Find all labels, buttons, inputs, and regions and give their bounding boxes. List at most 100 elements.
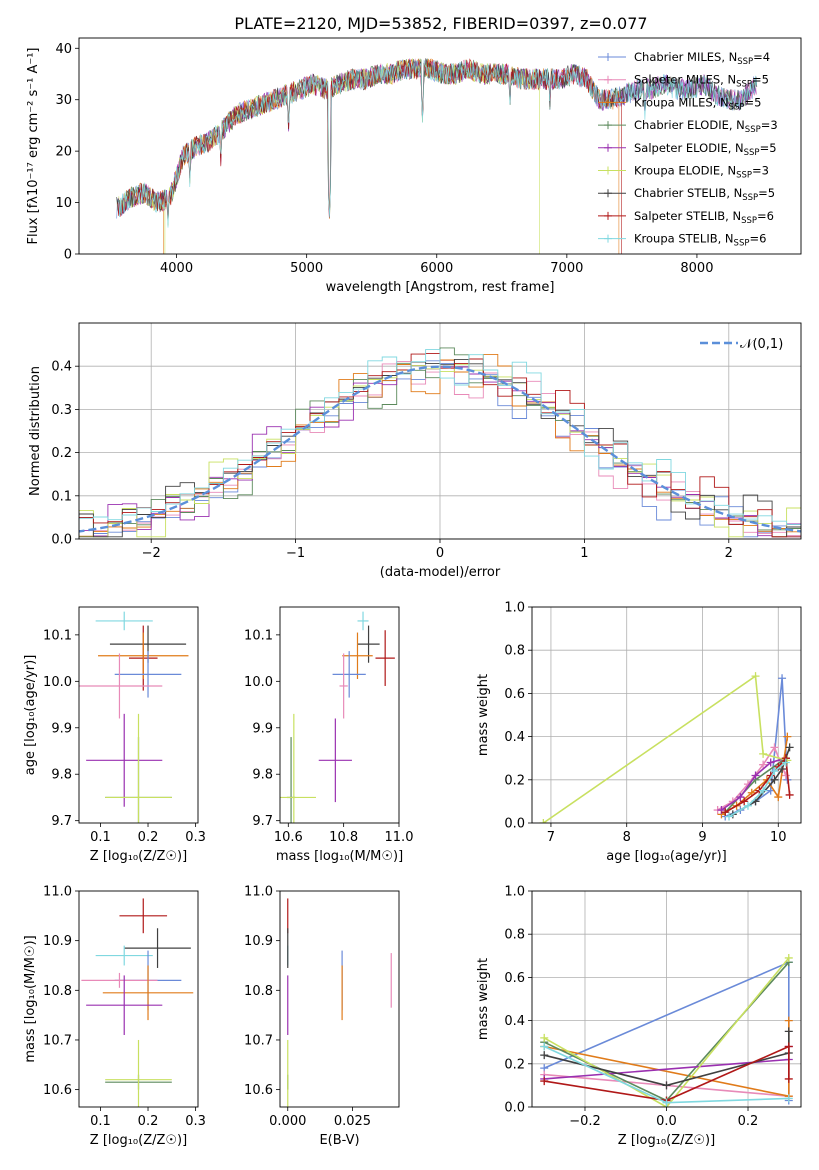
histogram-series-8 — [79, 349, 801, 539]
x-tick-label: 0.2 — [138, 1114, 159, 1129]
x-axis-label: Z [log₁₀(Z/Z☉)] — [90, 849, 187, 864]
y-tick-label: 30 — [55, 93, 72, 108]
legend-marker — [604, 75, 612, 84]
x-tick-label: 0.1 — [90, 830, 111, 845]
axes-frame — [78, 890, 199, 1108]
weight-line-7 — [544, 1045, 790, 1102]
x-axis-label: Z [log₁₀(Z/Z☉)] — [90, 1133, 187, 1148]
x-tick-label: −1 — [286, 546, 305, 561]
y-tick-label: 10.0 — [43, 675, 72, 690]
y-tick-label: 40 — [55, 42, 72, 57]
y-axis-label: age [log₁₀(age/yr)] — [23, 655, 38, 776]
x-tick-label: 0.000 — [269, 1114, 306, 1129]
y-tick-label: 0.2 — [51, 446, 72, 461]
panel-mass-weight-vs-age: 7 8 9 10 0.0 0.2 0.4 0.6 0.8 1.0 age [log₁₀(age/yr… — [476, 601, 802, 864]
axes-frame — [279, 606, 400, 824]
y-tick-label: 0.6 — [504, 971, 525, 986]
axes-frame — [78, 37, 802, 255]
legend-marker — [604, 166, 612, 175]
weight-marker — [736, 793, 745, 802]
y-tick-label: 10 — [55, 196, 72, 211]
axes-frame — [279, 890, 400, 1108]
y-tick-label: 10.7 — [244, 1033, 273, 1048]
y-axis-label: Normed distribution — [28, 366, 43, 496]
weight-marker — [540, 1051, 549, 1060]
weight-line-5 — [542, 674, 788, 823]
y-tick-label: 0.3 — [51, 403, 72, 418]
weight-marker — [766, 758, 775, 767]
legend-label: Chabrier MILES, NSSP=4 — [634, 50, 770, 67]
x-tick-label: 5000 — [290, 261, 323, 276]
y-tick-label: 0.2 — [504, 1057, 525, 1072]
y-tick-label: 0.4 — [51, 360, 72, 375]
panel-mass-weight-vs-Z: −0.2 0.0 0.2 0.0 0.2 0.4 0.6 0.8 1.0 Z [log₁₀(Z/Z… — [476, 885, 802, 1148]
spectrum-series-7 — [117, 58, 622, 254]
plot-area-mass-weight-vs-Z — [532, 891, 801, 1107]
y-tick-label: 10.1 — [43, 628, 72, 643]
panel-spectrum: 4000 5000 6000 7000 8000 0 10 20 30 40 wavelength … — [26, 37, 802, 295]
weight-marker — [743, 801, 752, 810]
axes-frame — [531, 606, 802, 824]
y-tick-label: 10.8 — [43, 984, 72, 999]
y-tick-label: 0.4 — [504, 730, 525, 745]
y-tick-label: 10.7 — [43, 1033, 72, 1048]
x-tick-label: 7000 — [550, 261, 583, 276]
x-tick-label: 1 — [580, 546, 588, 561]
weight-marker — [759, 760, 768, 769]
weight-marker — [540, 1077, 549, 1086]
x-tick-label: 7 — [547, 830, 555, 845]
legend-label: Chabrier ELODIE, NSSP=3 — [634, 118, 778, 135]
x-tick-label: 0.3 — [185, 830, 206, 845]
x-tick-label: 8 — [623, 830, 631, 845]
y-tick-label: 10.6 — [244, 1083, 273, 1098]
y-tick-label: 0.1 — [51, 489, 72, 504]
axes-frame — [531, 890, 802, 1108]
y-tick-label: 9.9 — [51, 721, 72, 736]
x-tick-label: 10 — [770, 830, 787, 845]
legend-marker — [604, 121, 612, 130]
weight-marker — [751, 771, 760, 780]
y-tick-label: 10.1 — [244, 628, 273, 643]
panel-age-vs-mass: 10.6 10.8 11.0 9.7 9.8 9.9 10.0 10.1 mass [log₁₀… — [244, 606, 413, 864]
legend-label: Salpeter MILES, NSSP=5 — [634, 73, 769, 90]
x-tick-label: −0.2 — [569, 1114, 601, 1129]
y-tick-label: 0.6 — [504, 687, 525, 702]
weight-marker — [662, 1098, 671, 1107]
legend-marker — [604, 53, 612, 61]
legend-label: Salpeter STELIB, NSSP=6 — [634, 209, 774, 226]
spectrum-series-8 — [118, 59, 757, 228]
x-tick-label: 2 — [725, 546, 733, 561]
y-tick-label: 9.8 — [252, 768, 273, 783]
weight-marker — [785, 790, 794, 799]
ticks-age-vs-Z: 0.1 0.2 0.3 9.7 9.8 9.9 10.0 10.1 — [43, 628, 206, 845]
x-tick-label: 9 — [698, 830, 706, 845]
figure-title: PLATE=2120, MJD=53852, FIBERID=0397, z=0… — [234, 14, 647, 33]
weight-marker — [721, 808, 730, 817]
legend-marker — [604, 211, 612, 220]
weight-marker — [751, 672, 760, 681]
x-tick-label: 0.2 — [138, 830, 159, 845]
panel-age-vs-Z: 0.1 0.2 0.3 9.7 9.8 9.9 10.0 10.1 Z [log₁₀(Z/Z☉)… — [23, 606, 206, 864]
axes-frame — [78, 322, 802, 540]
histogram-series-2 — [79, 353, 801, 539]
spectrum-series-2 — [118, 58, 620, 254]
ticks-age-vs-mass: 10.6 10.8 11.0 9.7 9.8 9.9 10.0 10.1 — [244, 628, 413, 845]
weight-marker — [774, 793, 783, 802]
legend-label: Chabrier STELIB, NSSP=5 — [634, 186, 775, 203]
y-tick-label: 9.7 — [252, 814, 273, 829]
legend-marker — [604, 189, 612, 198]
ticks-spectrum: 4000 5000 6000 7000 8000 0 10 20 30 40 — [55, 42, 713, 276]
y-tick-label: 9.7 — [51, 814, 72, 829]
x-axis-label: E(B-V) — [319, 1133, 359, 1148]
plot-area-age-vs-Z — [79, 611, 189, 823]
y-axis-label: mass [log₁₀(M/M☉)] — [23, 935, 38, 1062]
plot-area-age-vs-mass — [280, 611, 395, 823]
weight-line-5 — [543, 957, 790, 1107]
weight-marker — [759, 786, 768, 795]
plot-area-mass-vs-EBV — [287, 898, 392, 1107]
legend-label: Salpeter ELODIE, NSSP=5 — [634, 141, 777, 158]
weight-marker — [781, 758, 790, 767]
x-tick-label: −2 — [142, 546, 161, 561]
legend-marker — [604, 98, 612, 107]
y-tick-label: 1.0 — [504, 885, 525, 900]
